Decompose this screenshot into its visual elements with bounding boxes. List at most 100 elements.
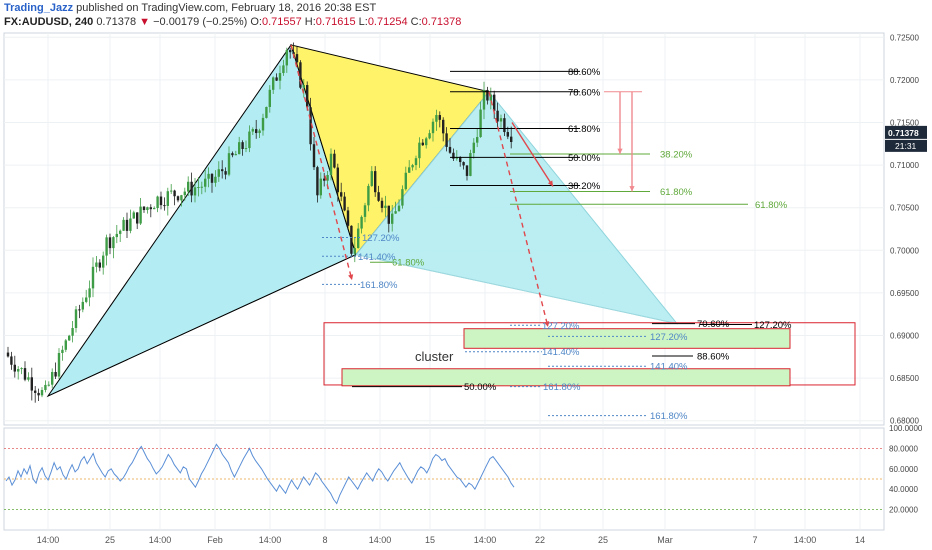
upper-zone-rect — [463, 328, 791, 349]
candle-body — [234, 154, 237, 156]
fib-level-label: 141.40% — [542, 347, 580, 358]
countdown-tag — [885, 139, 927, 152]
fib-level-label: 127.20% — [650, 332, 688, 343]
candle-body — [459, 157, 462, 163]
candle-body — [374, 171, 377, 193]
publish-line: Trading_Jazz published on TradingView.co… — [4, 2, 376, 14]
candle-body — [394, 211, 397, 214]
x-tick-label: 14:00 — [794, 535, 817, 545]
candle-body — [68, 335, 71, 341]
candle-body — [129, 218, 132, 231]
xb-line — [47, 254, 357, 397]
candle-body — [343, 196, 346, 211]
candle-body — [411, 165, 414, 168]
close-label: C: — [410, 16, 422, 28]
candle-body — [258, 130, 261, 134]
candle-body — [360, 216, 363, 229]
candle-body — [204, 178, 207, 187]
candle-body — [448, 146, 452, 153]
y-tick-label: 0.72500 — [890, 33, 919, 42]
y-tick-label: 0.71500 — [890, 118, 919, 127]
candle-body — [265, 106, 268, 118]
fib-level-label: 38.20% — [660, 150, 693, 161]
candle-body — [200, 186, 203, 188]
candle-body — [272, 77, 275, 90]
bd-line — [355, 254, 678, 324]
candle-body — [363, 205, 367, 217]
candle-body — [333, 153, 336, 168]
candle-body — [340, 192, 343, 197]
candle-body — [197, 187, 200, 189]
candle-body — [428, 133, 431, 139]
x-tick-label: 25 — [598, 535, 608, 545]
candle-body — [20, 368, 23, 370]
candle-body — [166, 191, 169, 206]
candle-body — [54, 372, 57, 377]
x-tick-label: Mar — [657, 535, 673, 545]
candle-body — [27, 377, 30, 380]
cluster-annotation: cluster — [415, 349, 454, 364]
x-tick-label: 14:00 — [259, 535, 282, 545]
candle-body — [397, 205, 401, 212]
fib-level-label: 127.20% — [362, 233, 400, 244]
measure-arrow-2-head — [629, 186, 635, 192]
fib-level-label: 61.80% — [755, 200, 788, 211]
candle-body — [183, 191, 186, 196]
candle-body — [44, 384, 47, 390]
candle-body — [387, 205, 390, 224]
candle-body — [316, 167, 319, 196]
projection-arrow-cd-head — [544, 321, 550, 327]
osc-y-tick-label: 20.0000 — [889, 506, 918, 515]
candle-body — [115, 233, 118, 238]
candle-body — [207, 173, 210, 179]
candle-body — [122, 219, 125, 231]
candle-body — [282, 65, 285, 74]
candle-body — [81, 301, 84, 310]
projection-arrow-cd — [488, 91, 549, 328]
candle-body — [238, 142, 241, 155]
fib-level-label: 61.80% — [568, 124, 601, 135]
fib-level-label: 88.60% — [568, 67, 601, 78]
candle-body — [476, 137, 479, 143]
candle-body — [187, 181, 190, 192]
candle-body — [255, 129, 258, 134]
x-tick-label: 25 — [105, 535, 115, 545]
x-tick-label: 15 — [425, 535, 435, 545]
candle-body — [244, 148, 248, 150]
candle-body — [210, 173, 214, 183]
oscillator-line — [5, 443, 515, 505]
candle-body — [156, 196, 159, 209]
candle-body — [227, 153, 231, 175]
candle-body — [91, 266, 95, 289]
candle-body — [17, 369, 20, 372]
x-tick-label: Feb — [207, 535, 223, 545]
author-link[interactable]: Trading_Jazz — [4, 2, 74, 14]
candle-body — [37, 392, 40, 396]
y-tick-label: 0.70500 — [890, 204, 919, 213]
candle-body — [465, 165, 469, 176]
price-chart[interactable]: cluster 88.60% 78.60% 61.80% 50.00% 38.20% 38… — [0, 30, 932, 550]
candle-body — [380, 200, 384, 208]
candle-body — [88, 288, 91, 298]
candle-body — [190, 181, 193, 196]
candle-body — [489, 94, 492, 101]
ohlc-line: FX:AUDUSD, 240 0.71378 ▼ −0.00179 (−0.25… — [4, 16, 461, 28]
candle-body — [503, 118, 506, 133]
candle-body — [78, 309, 81, 311]
candle-body — [57, 353, 61, 377]
candle-body — [275, 77, 278, 81]
osc-y-tick-label: 100.0000 — [889, 424, 923, 433]
candle-body — [268, 89, 271, 107]
y-tick-label: 0.69000 — [890, 332, 919, 341]
candle-body — [217, 169, 220, 177]
candle-body — [370, 171, 373, 186]
osc-y-tick-label: 40.0000 — [889, 485, 918, 494]
candle-body — [176, 196, 180, 201]
candle-body — [442, 119, 445, 134]
candle-body — [180, 195, 183, 201]
candle-body — [241, 142, 244, 149]
high-label: H: — [304, 16, 316, 28]
candle-body — [71, 328, 74, 336]
candle-body — [438, 115, 441, 120]
x-tick-label: 14 — [855, 535, 865, 545]
